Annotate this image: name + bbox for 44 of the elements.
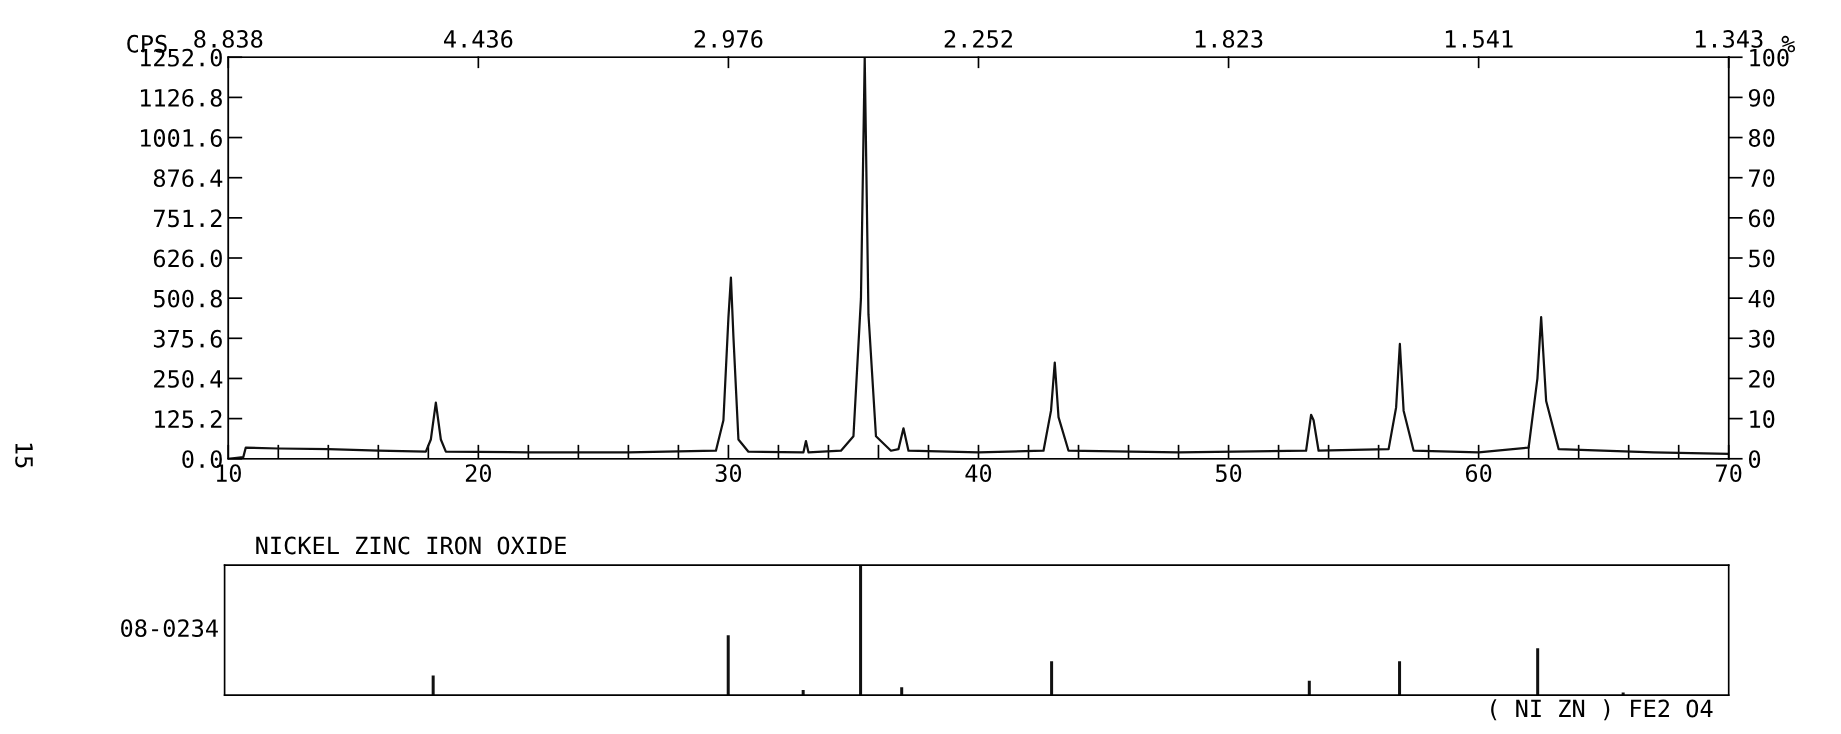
x-tick-label: 50 (1216, 464, 1242, 483)
y-tick-label: 125.2 (155, 410, 222, 428)
y2-tick-label: 0 (1748, 450, 1761, 469)
bar (1307, 680, 1311, 696)
y-tick-label: 1126.8 (140, 88, 222, 107)
y-tick-label: 876.4 (153, 169, 223, 188)
x-tick-label: 40 (965, 464, 992, 483)
x-tick-label: 30 (715, 464, 742, 483)
y2-tick-label: 30 (1749, 329, 1775, 348)
text: 2.252 (944, 30, 1013, 48)
y-tick-label: 250.4 (154, 369, 223, 388)
text: 1.343 (1696, 30, 1763, 48)
x-tick-label: 70 (1716, 464, 1742, 483)
text: ( NI ZN ) FE2 O4 (1491, 699, 1713, 721)
y2-tick-label: 70 (1749, 169, 1775, 188)
y2-tick-label: 50 (1749, 249, 1775, 268)
bar (900, 687, 904, 696)
text: 2.976 (694, 30, 763, 48)
bar (859, 565, 863, 696)
text: 8.838 (194, 30, 263, 48)
y-tick-label: 626.0 (153, 249, 222, 268)
y2-tick-label: 60 (1748, 209, 1775, 228)
text: 4.436 (443, 30, 513, 48)
y-axis-title: 08-0234 (121, 619, 218, 638)
x-tick-label: 60 (1465, 464, 1492, 483)
y2-tick-label: 40 (1748, 289, 1775, 308)
bar (1536, 648, 1540, 696)
bar (1398, 661, 1402, 696)
x-tick-label: 20 (465, 464, 492, 483)
bar (1050, 661, 1054, 696)
text: 1.823 (1195, 30, 1263, 48)
y-tick-label: 375.6 (153, 329, 222, 348)
y2-tick-label: 80 (1748, 129, 1775, 147)
y2-tick-label: 10 (1750, 410, 1775, 428)
y-tick-label: 751.2 (153, 209, 222, 228)
text: 15 (15, 443, 33, 468)
y2-tick-label: 20 (1749, 369, 1775, 388)
bar (431, 675, 435, 696)
text: 1.541 (1445, 30, 1513, 48)
y-tick-label: 1001.6 (140, 129, 222, 147)
y-tick-label: 500.8 (154, 289, 222, 308)
y2-tick-label: 90 (1748, 88, 1775, 107)
chart-title: NICKEL ZINC IRON OXIDE (256, 536, 566, 555)
bar (726, 635, 730, 696)
